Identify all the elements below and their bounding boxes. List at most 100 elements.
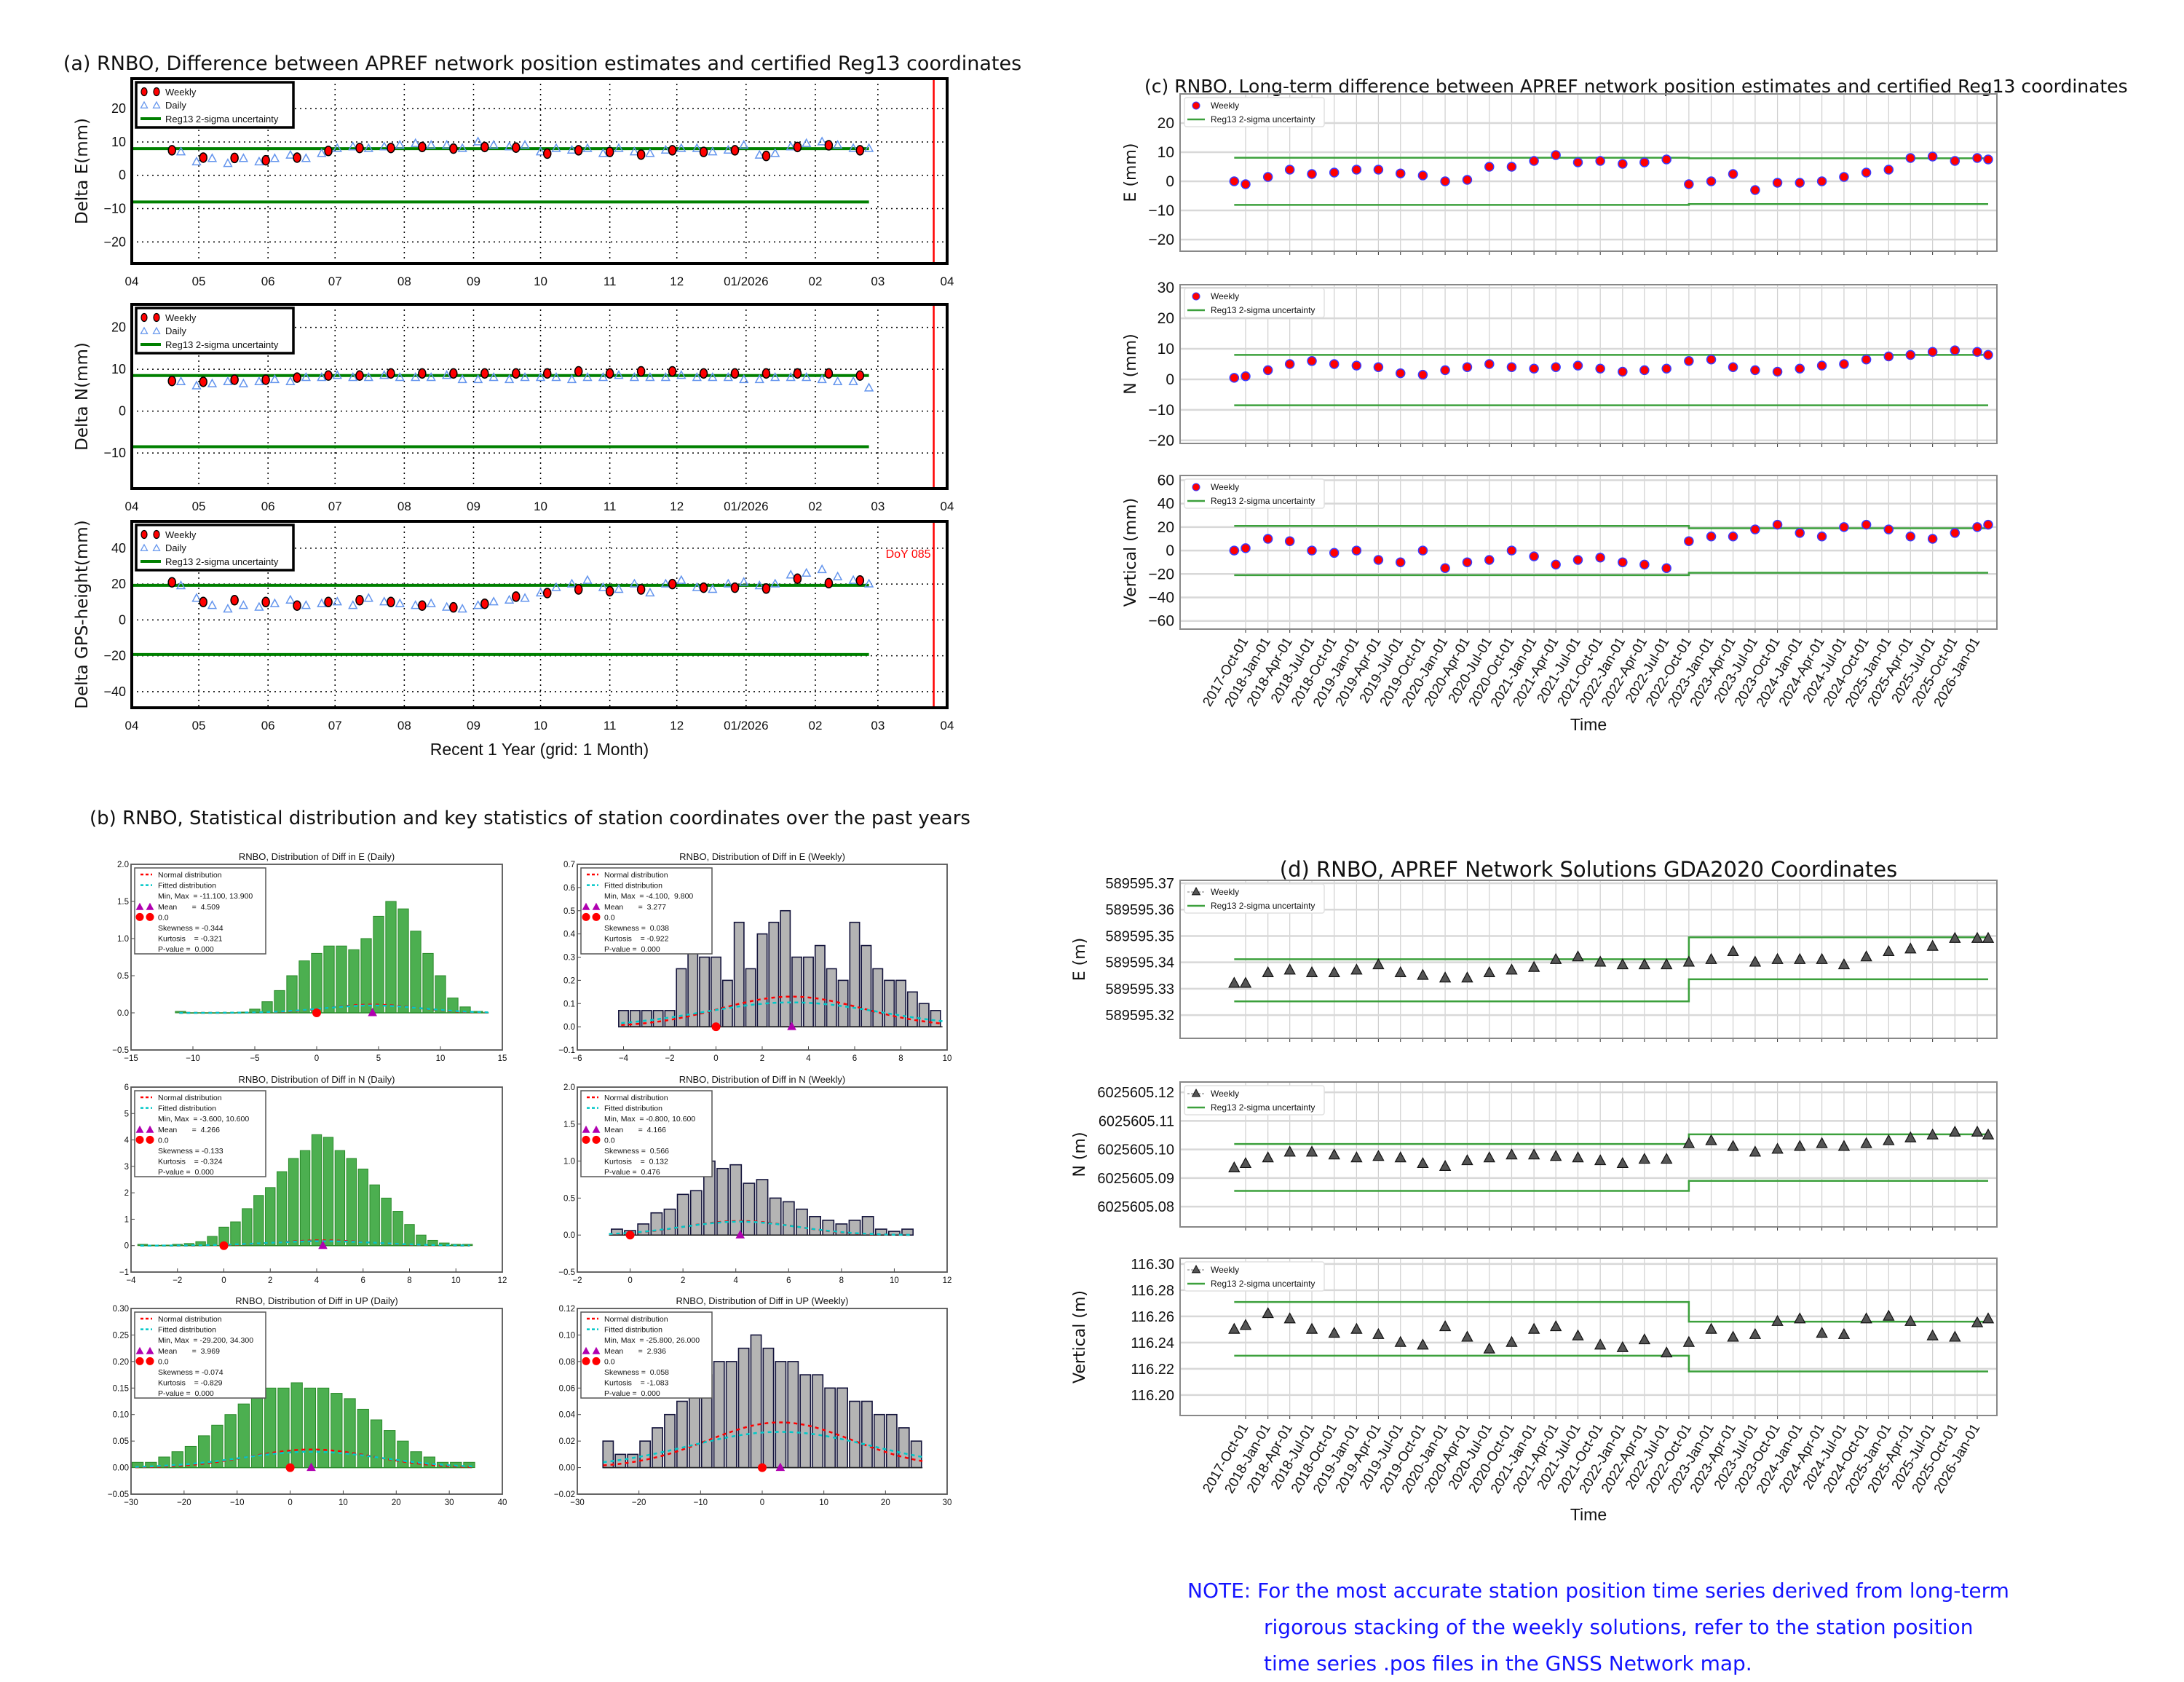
weekly-point: [855, 370, 865, 381]
histogram-bar: [836, 1387, 848, 1469]
zero-marker-icon: [146, 1135, 154, 1144]
weekly-point: [1983, 350, 1993, 360]
weekly-point: [1972, 522, 1982, 532]
histogram-bar: [860, 944, 872, 1027]
weekly-point: [1328, 966, 1340, 977]
daily-point: [379, 596, 389, 606]
daily-point: [802, 372, 812, 382]
weekly-point: [1241, 179, 1251, 189]
histogram-bar: [799, 1374, 812, 1469]
daily-point: [645, 587, 655, 597]
plot-frame: [130, 1308, 503, 1495]
weekly-point: [1705, 1322, 1717, 1334]
y-tick-label: 6025605.11: [1099, 1113, 1174, 1129]
histogram-bar: [663, 1208, 676, 1236]
y-tick-label: 0.2: [563, 976, 575, 985]
weekly-point: [1241, 543, 1251, 553]
weekly-point: [1329, 167, 1340, 178]
legend-fitted-label: Fitted distribution: [604, 882, 662, 891]
weekly-point: [1794, 952, 1806, 964]
daily-point: [238, 600, 249, 609]
y-tick-label: −0.5: [558, 1268, 575, 1277]
y-tick-label: −0.02: [554, 1490, 575, 1499]
weekly-point: [1639, 365, 1650, 376]
histogram-bar: [906, 991, 918, 1027]
doy-label: DoY 085: [886, 548, 931, 561]
x-tick-label: 11: [604, 719, 617, 733]
x-tick-label: 20: [392, 1499, 401, 1507]
y-tick-label: 20: [111, 320, 126, 335]
y-tick-label: −20: [103, 649, 126, 663]
legend: Weekly Daily Reg13 2-sigma uncertainty: [135, 81, 295, 129]
legend-box: [580, 1090, 713, 1177]
x-tick-label: 0: [628, 1276, 632, 1285]
weekly-point: [1307, 169, 1317, 179]
plot-frame: [1179, 475, 1998, 630]
mean-marker-icon: [592, 1125, 601, 1133]
daily-point: [472, 374, 483, 384]
x-tick-label: 8: [407, 1276, 411, 1285]
y-tick-label: 10: [111, 135, 126, 149]
weekly-point: [1417, 369, 1428, 380]
weekly-point: [636, 584, 646, 595]
daily-point: [317, 598, 327, 607]
y-tick-label: −0.5: [112, 1046, 129, 1055]
weekly-point: [1861, 167, 1872, 178]
y-tick-label: 1.5: [563, 1121, 575, 1129]
y-tick-label: 0.12: [559, 1305, 575, 1314]
histogram-bar: [782, 1201, 795, 1236]
y-tick-label: 20: [1158, 519, 1174, 536]
weekly-point: [824, 140, 834, 151]
legend-kurtosis: Kurtosis = -0.321: [158, 935, 223, 944]
mean-marker-icon: [582, 902, 590, 910]
legend-mean: Mean = 3.969: [158, 1347, 220, 1356]
legend-mean: Mean = 2.936: [604, 1347, 666, 1356]
x-tick-label: −2: [173, 1276, 182, 1285]
weekly-point: [1527, 1322, 1540, 1334]
weekly-point: [1439, 971, 1452, 983]
weekly-point: [1927, 151, 1938, 162]
mean-marker-icon: [146, 902, 154, 910]
weekly-point: [1883, 165, 1894, 175]
weekly-point: [1373, 362, 1384, 372]
daily-point: [660, 144, 671, 154]
plot-frame: [577, 1086, 948, 1273]
weekly-point: [1905, 153, 1916, 163]
legend: Weekly Reg13 2-sigma uncertainty: [1184, 97, 1325, 127]
histogram-bar: [286, 975, 298, 1014]
x-tick-label: 0: [760, 1499, 764, 1507]
daily-point: [254, 376, 264, 386]
x-tick-label: 02: [808, 500, 822, 513]
weekly-point: [1239, 1319, 1252, 1330]
daily-point: [254, 156, 264, 166]
zero-marker-icon: [135, 912, 144, 921]
y-axis-label: E (m): [1071, 938, 1089, 982]
x-tick-label: 05: [192, 500, 206, 513]
x-tick-label: 6: [786, 1276, 791, 1285]
weekly-point: [199, 152, 207, 163]
daily-point: [708, 146, 718, 156]
weekly-point: [1262, 365, 1273, 376]
weekly-point: [261, 154, 270, 166]
y-axis-label: Vertical (m): [1071, 1290, 1089, 1383]
y-tick-label: 1.5: [117, 898, 129, 907]
daily-point: [739, 139, 749, 149]
y-tick-label: 6025605.12: [1097, 1085, 1174, 1101]
y-tick-label: −1: [119, 1268, 129, 1277]
histogram-bar: [410, 931, 422, 1014]
x-tick-label: −5: [250, 1054, 259, 1063]
weekly-point: [1772, 519, 1783, 530]
weekly-point: [636, 366, 646, 377]
legend-normal-label: Normal distribution: [158, 871, 222, 880]
x-tick-label: 2: [681, 1276, 685, 1285]
weekly-marker-icon: [1192, 101, 1200, 110]
weekly-point: [1816, 952, 1828, 964]
histogram-bar: [689, 1190, 703, 1236]
weekly-point: [1749, 1145, 1762, 1157]
legend: Normal distribution Fitted distribution Mi…: [580, 1090, 713, 1177]
weekly-point: [574, 366, 583, 377]
sigma-lower-line: [1234, 572, 1988, 577]
legend-weekly-label: Weekly: [1211, 887, 1239, 897]
weekly-point: [1229, 545, 1240, 556]
weekly-point: [1661, 363, 1671, 374]
